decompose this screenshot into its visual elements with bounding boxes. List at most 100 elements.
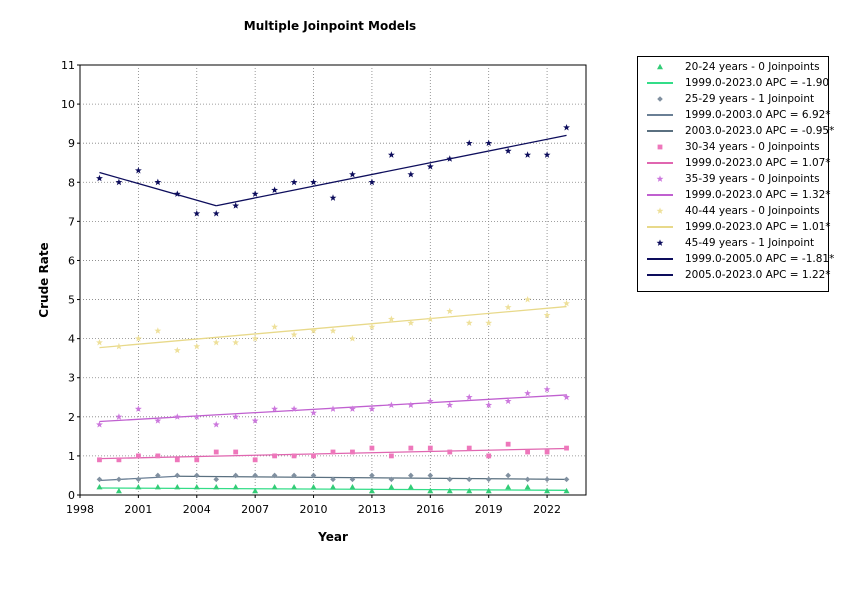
data-point-series-4 <box>485 319 493 326</box>
data-point-series-4 <box>407 319 415 326</box>
data-point-series-0 <box>135 483 142 490</box>
data-point-series-1 <box>213 476 220 483</box>
legend-label: 25-29 years - 1 Joinpoint <box>685 93 815 105</box>
data-point-series-1 <box>544 476 550 483</box>
data-point-series-0 <box>213 483 220 490</box>
data-point-series-0 <box>154 483 161 490</box>
y-tick-label: 9 <box>68 137 75 150</box>
data-point-series-2 <box>174 457 180 463</box>
data-point-series-5 <box>563 123 570 131</box>
data-point-series-0 <box>427 487 434 494</box>
x-tick-label: 2022 <box>533 503 561 516</box>
data-point-series-5 <box>134 166 142 174</box>
data-point-series-5 <box>329 194 337 201</box>
data-point-series-5 <box>407 170 415 178</box>
data-point-series-1 <box>135 476 142 483</box>
data-point-series-2 <box>213 449 219 455</box>
data-point-series-4 <box>504 303 512 311</box>
data-point-series-5 <box>465 139 473 147</box>
x-tick-label: 2007 <box>241 503 269 516</box>
data-point-series-3 <box>290 405 298 412</box>
data-point-series-5 <box>524 151 532 158</box>
legend-item-fit-1-1: 2003.0-2023.0 APC = -0.95* <box>638 123 834 139</box>
data-point-series-1 <box>193 472 200 479</box>
data-point-series-0 <box>271 483 278 490</box>
data-point-series-3 <box>485 401 493 408</box>
x-tick-label: 2004 <box>183 503 211 516</box>
legend-marker-shape <box>656 175 664 182</box>
data-point-series-3 <box>96 421 103 428</box>
data-point-series-2 <box>466 445 472 451</box>
data-point-series-4 <box>271 323 279 330</box>
legend-marker-shape <box>656 207 664 214</box>
data-point-series-4 <box>349 335 356 342</box>
data-point-series-2 <box>350 449 355 455</box>
legend-line-swatch <box>647 162 673 164</box>
legend-item-series-2: 30-34 years - 0 Joinpoints <box>638 139 828 155</box>
y-axis-label: Crude Rate <box>37 242 51 317</box>
y-tick-label: 8 <box>68 176 75 189</box>
y-tick-label: 10 <box>61 98 75 111</box>
legend-item-fit-3-0: 1999.0-2023.0 APC = 1.32* <box>638 187 831 203</box>
data-point-series-4 <box>446 307 454 315</box>
data-point-series-4 <box>193 342 201 350</box>
data-point-series-2 <box>97 457 102 463</box>
data-point-series-1 <box>427 472 434 479</box>
data-point-series-2 <box>135 453 141 459</box>
legend-marker <box>657 63 663 70</box>
data-point-series-3 <box>134 405 142 412</box>
data-point-series-1 <box>271 472 278 479</box>
legend-line-swatch <box>647 194 673 196</box>
data-point-series-4 <box>329 327 337 334</box>
legend-marker <box>657 96 663 102</box>
data-point-series-2 <box>252 457 258 463</box>
legend-label: 1999.0-2023.0 APC = -1.90 <box>685 77 830 89</box>
data-point-series-3 <box>212 421 220 428</box>
data-point-series-1 <box>466 476 473 483</box>
fit-line-series-5-segment-0 <box>99 171 217 207</box>
data-point-series-1 <box>505 472 511 479</box>
data-point-series-2 <box>194 457 200 463</box>
legend-item-fit-4-0: 1999.0-2023.0 APC = 1.01* <box>638 219 831 235</box>
data-point-series-1 <box>174 472 181 479</box>
data-point-series-0 <box>368 487 375 494</box>
legend-item-fit-0-0: 1999.0-2023.0 APC = -1.90 <box>638 75 830 91</box>
data-point-series-0 <box>349 483 356 490</box>
legend-label: 40-44 years - 0 Joinpoints <box>685 205 820 217</box>
legend-marker <box>657 144 663 150</box>
y-tick-label: 2 <box>68 411 75 424</box>
data-point-series-3 <box>310 409 317 416</box>
legend-line-swatch <box>647 130 673 132</box>
data-point-series-3 <box>524 389 532 397</box>
data-point-series-0 <box>232 483 239 490</box>
data-point-series-0 <box>563 487 570 494</box>
legend-marker-shape <box>657 144 663 150</box>
data-point-series-0 <box>446 487 453 494</box>
data-point-series-4 <box>96 338 103 346</box>
data-point-series-4 <box>426 315 434 322</box>
y-tick-label: 1 <box>68 450 75 463</box>
data-point-series-5 <box>387 151 395 158</box>
y-tick-label: 11 <box>61 59 75 72</box>
data-point-series-2 <box>272 453 278 459</box>
axis-ticks: 0 1 2 3 4 5 6 7 8 9 10 11 1998 2001 2004 2007 2010 2013 20… <box>61 59 561 516</box>
data-point-series-4 <box>465 319 473 326</box>
data-point-series-0 <box>115 487 122 494</box>
data-point-series-5 <box>368 178 376 186</box>
data-point-series-2 <box>525 449 531 455</box>
data-point-series-1 <box>96 476 103 483</box>
legend-marker-shape <box>657 96 663 102</box>
data-point-series-5 <box>290 178 298 186</box>
plot-area <box>79 64 587 496</box>
data-point-series-0 <box>330 483 336 490</box>
data-points <box>96 123 570 494</box>
data-point-series-1 <box>252 472 258 479</box>
data-point-series-1 <box>388 476 395 483</box>
data-point-series-3 <box>251 417 259 424</box>
data-point-series-5 <box>251 190 259 197</box>
y-tick-label: 7 <box>68 215 75 228</box>
legend-label: 20-24 years - 0 Joinpoints <box>685 61 820 73</box>
y-tick-label: 0 <box>68 489 75 502</box>
data-point-series-3 <box>368 405 376 412</box>
